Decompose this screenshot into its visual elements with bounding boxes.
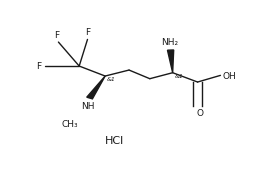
Polygon shape [87,76,105,99]
Text: &1: &1 [174,74,183,79]
Text: F: F [36,62,41,71]
Text: NH₂: NH₂ [161,38,178,47]
Text: F: F [54,31,59,40]
Text: HCl: HCl [105,136,124,146]
Text: OH: OH [222,72,236,81]
Polygon shape [168,50,174,73]
Text: F: F [85,28,91,37]
Text: O: O [196,109,203,118]
Text: CH₃: CH₃ [62,120,78,129]
Text: NH: NH [81,102,95,111]
Text: &1: &1 [107,77,116,82]
